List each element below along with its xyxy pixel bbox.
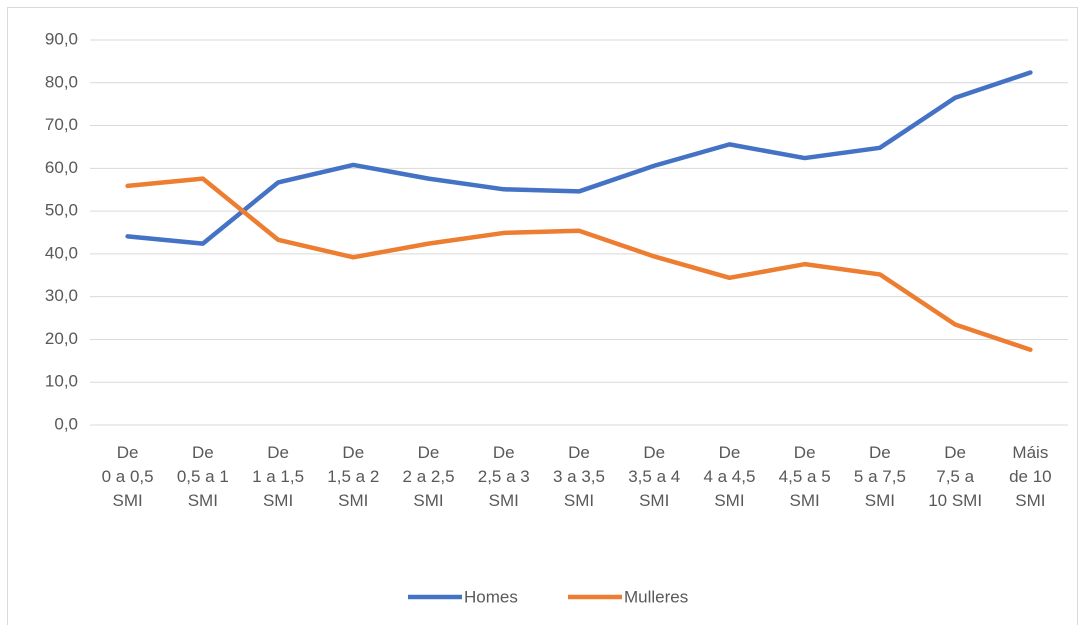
y-tick-label: 60,0 <box>45 158 78 177</box>
x-tick-label: De 7,5 a 10 SMI <box>928 443 983 510</box>
y-tick-label: 20,0 <box>45 329 78 348</box>
y-tick-label: 90,0 <box>45 29 78 48</box>
y-tick-label: 30,0 <box>45 286 78 305</box>
x-tick-label: De 3,5 a 4 SMI <box>628 443 681 510</box>
x-tick-label: De 0 a 0,5 SMI <box>101 443 154 510</box>
x-tick-label: De 5 a 7,5 SMI <box>853 443 906 510</box>
y-tick-label: 40,0 <box>45 243 78 262</box>
y-tick-label: 80,0 <box>45 72 78 91</box>
x-tick-label: De 1 a 1,5 SMI <box>252 443 305 510</box>
x-tick-label: De 4 a 4,5 SMI <box>703 443 756 510</box>
x-tick-label: De 0,5 a 1 SMI <box>176 443 229 510</box>
line <box>125 176 1033 352</box>
legend-label: Homes <box>464 587 518 606</box>
x-tick-label: De 2 a 2,5 SMI <box>402 443 455 510</box>
chart-border <box>7 7 1078 625</box>
x-tick-label: De 1,5 a 2 SMI <box>327 443 380 510</box>
x-tick-label: De 4,5 a 5 SMI <box>778 443 831 510</box>
y-tick-label: 70,0 <box>45 115 78 134</box>
y-tick-label: 0,0 <box>54 414 78 433</box>
y-tick-label: 10,0 <box>45 372 78 391</box>
legend-label: Mulleres <box>624 587 688 606</box>
x-tick-label: De 2,5 a 3 SMI <box>477 443 530 510</box>
line <box>125 70 1033 246</box>
x-tick-label: Máis de 10 SMI <box>1009 443 1052 510</box>
x-tick-label: De 3 a 3,5 SMI <box>552 443 605 510</box>
y-tick-label: 50,0 <box>45 201 78 220</box>
